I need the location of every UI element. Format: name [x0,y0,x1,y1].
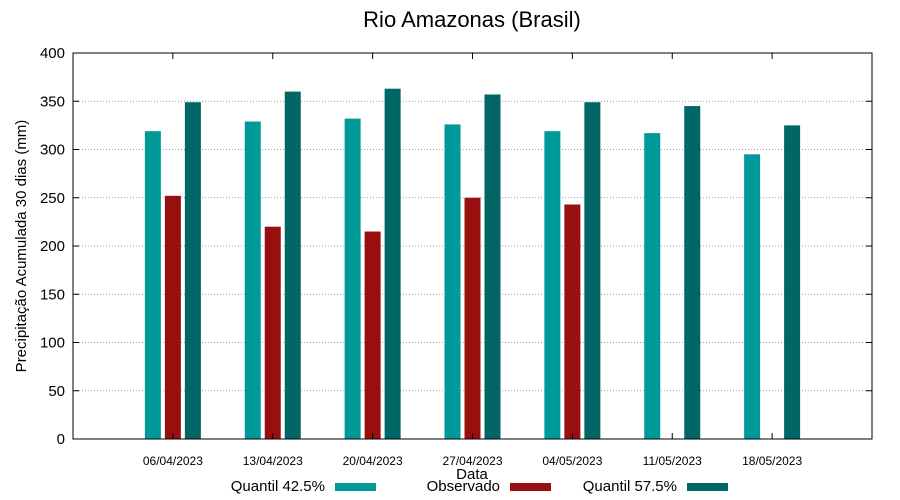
bar-observado-3 [464,197,481,439]
y-tick-label: 350 [40,93,65,110]
bar-quantil-57-5--5 [684,106,701,439]
bar-quantil-57-5--0 [184,102,201,439]
bar-quantil-42-5--2 [344,118,361,440]
bar-quantil-42-5--4 [544,131,561,440]
legend: Quantil 42.5% Observado Quantil 57.5% [231,478,728,495]
bar-quantil-57-5--2 [384,88,401,439]
x-tick-label: 20/04/2023 [343,454,403,468]
bar-quantil-42-5--3 [444,124,461,439]
legend-swatch [335,483,376,491]
y-tick-label: 100 [40,335,65,352]
legend-label: Quantil 57.5% [583,478,677,495]
y-axis-label: Precipitação Acumulada 30 dias (mm) [13,120,30,373]
bar-quantil-42-5--6 [744,154,761,439]
y-tick-label: 50 [48,383,65,400]
x-tick-label: 18/05/2023 [742,454,802,468]
bar-quantil-42-5--1 [244,121,261,439]
y-tick-label: 400 [40,45,65,62]
bar-quantil-57-5--1 [284,91,301,439]
y-tick-label: 200 [40,238,65,255]
bar-quantil-42-5--0 [144,131,161,440]
x-tick-label: 27/04/2023 [442,454,502,468]
x-axis-ticks: 06/04/2023 13/04/2023 20/04/2023 27/04/2023… [143,53,802,468]
bars [144,88,801,440]
bar-observado-4 [564,204,581,439]
legend-label: Quantil 42.5% [231,478,325,495]
legend-swatch [687,483,728,491]
x-axis-label: Data [456,466,488,483]
chart-title: Rio Amazonas (Brasil) [363,7,581,32]
x-tick-label: 04/05/2023 [542,454,602,468]
legend-swatch [510,483,551,491]
bar-quantil-57-5--4 [584,102,601,439]
bar-quantil-57-5--6 [784,125,801,439]
bar-observado-2 [364,231,381,439]
legend-label: Observado [427,478,500,495]
bar-observado-0 [164,195,181,439]
y-axis-ticks: 0 50 100 150 200 250 300 350 400 [40,45,872,448]
y-tick-label: 150 [40,286,65,303]
y-tick-label: 0 [57,431,65,448]
bar-observado-1 [264,226,281,439]
bar-quantil-42-5--5 [644,133,661,439]
bar-quantil-57-5--3 [484,94,501,440]
x-tick-label: 11/05/2023 [643,454,702,468]
x-tick-label: 13/04/2023 [243,454,303,468]
x-tick-label: 06/04/2023 [143,454,203,468]
y-tick-label: 300 [40,142,65,159]
y-tick-label: 250 [40,190,65,207]
